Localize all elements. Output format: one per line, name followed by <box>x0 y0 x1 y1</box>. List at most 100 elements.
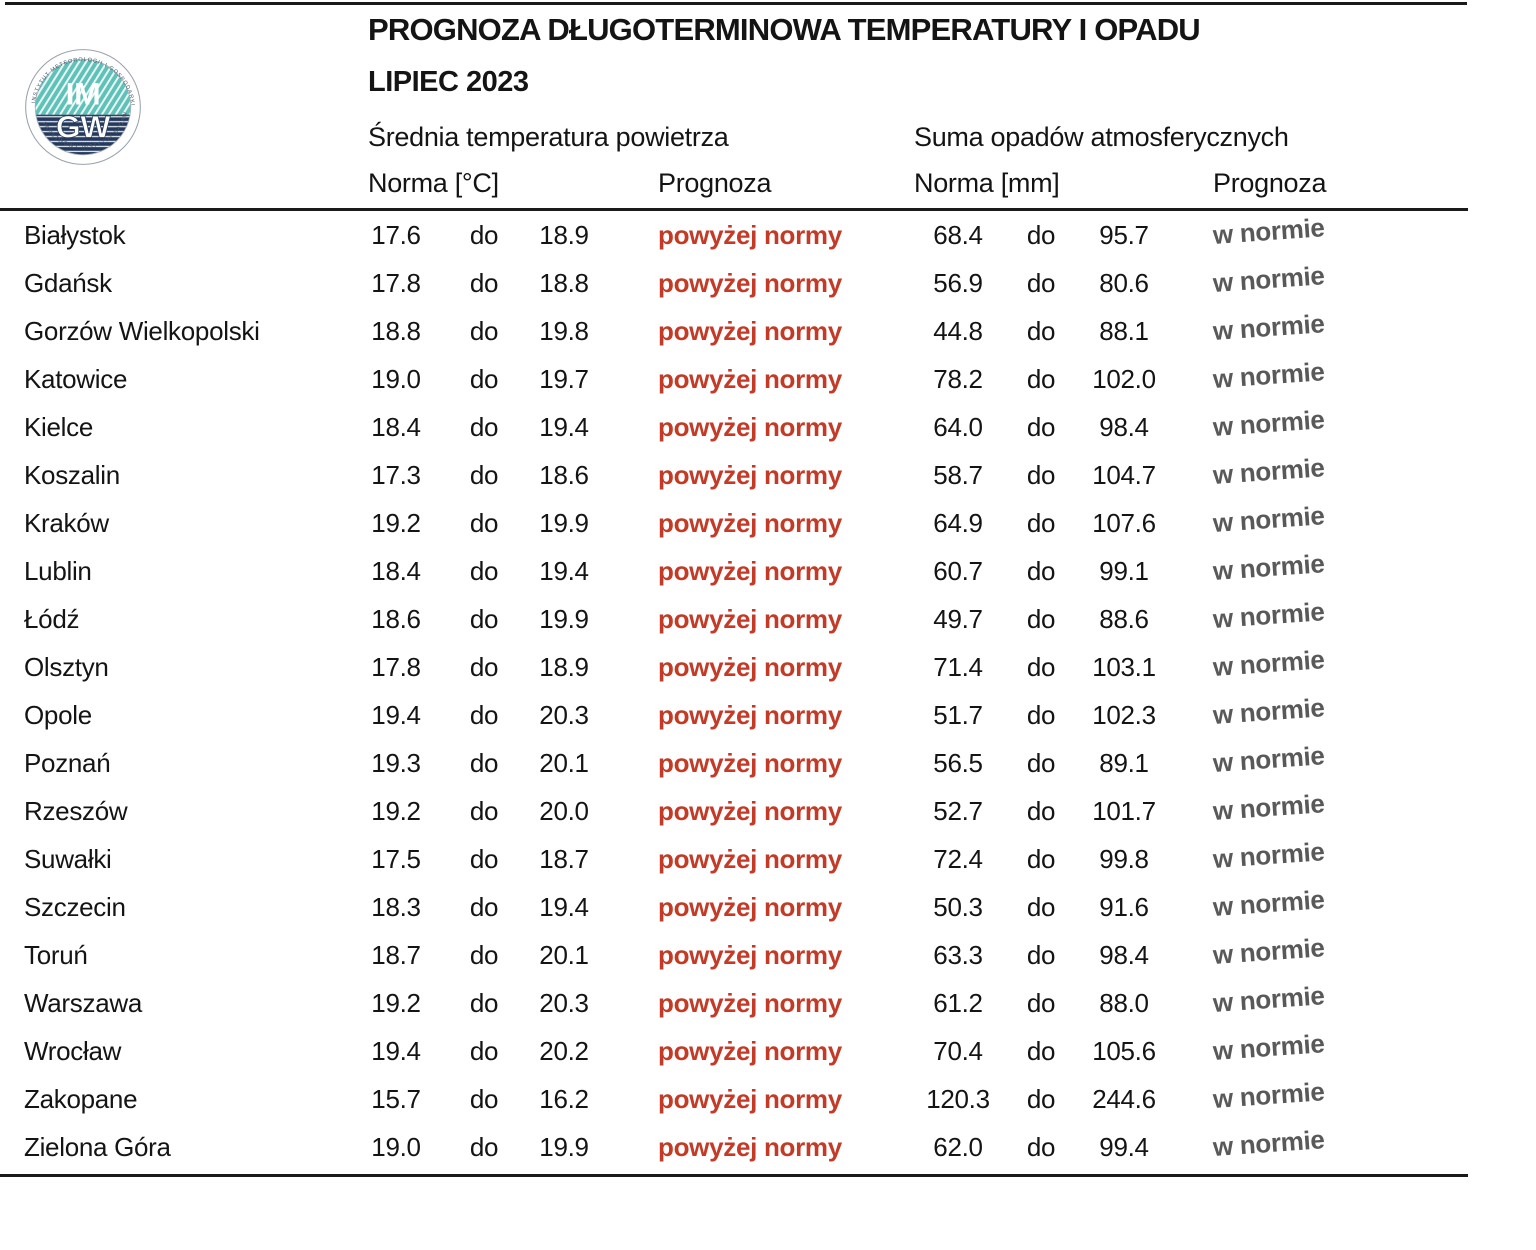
precip-forecast-value: w normie <box>1211 211 1326 250</box>
city-name: Wrocław <box>24 1035 122 1066</box>
precip-forecast-cell: w normie <box>1169 500 1468 539</box>
temp-min-value: 17.3 <box>371 459 421 490</box>
table-row: Opole 19.4 do 20.3 powyżej normy 51.7 do… <box>0 691 1468 739</box>
precip-range-separator: do <box>1026 1035 1056 1066</box>
table-row: Rzeszów 19.2 do 20.0 powyżej normy 52.7 … <box>0 787 1468 835</box>
temp-max-value: 20.2 <box>539 1035 589 1066</box>
temp-group-header: Średnia temperatura powietrza <box>368 122 729 152</box>
precip-range-separator: do <box>1026 459 1056 490</box>
precip-min-value: 70.4 <box>933 1035 983 1066</box>
precip-forecast-value: w normie <box>1211 259 1326 298</box>
precip-forecast-value: w normie <box>1211 787 1326 826</box>
precip-max-value: 244.6 <box>1092 1083 1156 1114</box>
precip-max-value: 89.1 <box>1099 747 1149 778</box>
precip-max-value: 102.3 <box>1092 699 1156 730</box>
precip-forecast-value: w normie <box>1211 739 1326 778</box>
precip-max-value: 95.7 <box>1099 219 1149 250</box>
bottom-border-line <box>0 1174 1468 1177</box>
temp-range-separator: do <box>469 1083 499 1114</box>
table-row: Kielce 18.4 do 19.4 powyżej normy 64.0 d… <box>0 403 1468 451</box>
precip-range-separator: do <box>1026 795 1056 826</box>
temp-min-value: 19.0 <box>371 1131 421 1162</box>
precip-max-value: 88.6 <box>1099 603 1149 634</box>
city-name: Warszawa <box>24 987 142 1018</box>
precip-max-value: 91.6 <box>1099 891 1149 922</box>
city-name: Kraków <box>24 507 109 538</box>
logo-monogram-gw: GW <box>56 109 111 145</box>
city-name: Kielce <box>24 411 94 442</box>
precip-min-value: 52.7 <box>933 795 983 826</box>
precip-forecast-header: Prognoza <box>1213 168 1327 198</box>
table-row: Kraków 19.2 do 19.9 powyżej normy 64.9 d… <box>0 499 1468 547</box>
temp-min-value: 19.0 <box>371 363 421 394</box>
precip-range-separator: do <box>1026 651 1056 682</box>
temp-range-separator: do <box>469 843 499 874</box>
table-row: Poznań 19.3 do 20.1 powyżej normy 56.5 d… <box>0 739 1468 787</box>
precip-min-value: 60.7 <box>933 555 983 586</box>
table-row: Białystok 17.6 do 18.9 powyżej normy 68.… <box>0 211 1468 259</box>
column-group-headers: Średnia temperatura powietrza Suma opadó… <box>0 122 1468 153</box>
temp-range-separator: do <box>469 699 499 730</box>
temp-max-value: 19.4 <box>539 891 589 922</box>
temp-max-value: 19.9 <box>539 507 589 538</box>
precip-forecast-value: w normie <box>1211 643 1326 682</box>
city-name: Zielona Góra <box>24 1131 171 1162</box>
precip-forecast-value: w normie <box>1211 1123 1326 1162</box>
precip-forecast-value: w normie <box>1211 355 1326 394</box>
precip-forecast-value: w normie <box>1211 451 1326 490</box>
temp-forecast-value: powyżej normy <box>658 939 842 970</box>
temp-range-separator: do <box>469 603 499 634</box>
city-name: Opole <box>24 699 92 730</box>
precip-min-value: 78.2 <box>933 363 983 394</box>
precip-min-value: 56.9 <box>933 267 983 298</box>
temp-max-value: 18.9 <box>539 651 589 682</box>
table-row: Łódź 18.6 do 19.9 powyżej normy 49.7 do … <box>0 595 1468 643</box>
precip-forecast-cell: w normie <box>1169 740 1468 779</box>
precip-min-value: 71.4 <box>933 651 983 682</box>
temp-max-value: 18.8 <box>539 267 589 298</box>
temp-max-value: 20.3 <box>539 987 589 1018</box>
precip-min-value: 56.5 <box>933 747 983 778</box>
temp-min-value: 17.8 <box>371 267 421 298</box>
temp-min-value: 17.5 <box>371 843 421 874</box>
precip-forecast-cell: w normie <box>1169 548 1468 587</box>
precip-forecast-cell: w normie <box>1169 212 1468 251</box>
temp-range-separator: do <box>469 315 499 346</box>
precip-forecast-cell: w normie <box>1169 452 1468 491</box>
temp-min-value: 18.3 <box>371 891 421 922</box>
table-row: Lublin 18.4 do 19.4 powyżej normy 60.7 d… <box>0 547 1468 595</box>
temp-min-value: 19.3 <box>371 747 421 778</box>
city-name: Łódź <box>24 603 80 634</box>
precip-range-separator: do <box>1026 1131 1056 1162</box>
precip-min-value: 44.8 <box>933 315 983 346</box>
temp-range-separator: do <box>469 411 499 442</box>
precip-max-value: 99.8 <box>1099 843 1149 874</box>
temp-forecast-value: powyżej normy <box>658 603 842 634</box>
precip-min-value: 120.3 <box>926 1083 990 1114</box>
temp-min-value: 18.6 <box>371 603 421 634</box>
table-row: Szczecin 18.3 do 19.4 powyżej normy 50.3… <box>0 883 1468 931</box>
precip-forecast-value: w normie <box>1211 1027 1326 1066</box>
precip-forecast-cell: w normie <box>1169 692 1468 731</box>
city-name: Suwałki <box>24 843 112 874</box>
column-headers: Norma [°C] Prognoza Norma [mm] Prognoza <box>0 168 1468 199</box>
table-row: Warszawa 19.2 do 20.3 powyżej normy 61.2… <box>0 979 1468 1027</box>
precip-max-value: 99.1 <box>1099 555 1149 586</box>
temp-range-separator: do <box>469 267 499 298</box>
precip-range-separator: do <box>1026 1083 1056 1114</box>
temp-norm-header: Norma [°C] <box>368 168 499 198</box>
precip-forecast-cell: w normie <box>1169 404 1468 443</box>
precip-min-value: 68.4 <box>933 219 983 250</box>
table-row: Wrocław 19.4 do 20.2 powyżej normy 70.4 … <box>0 1027 1468 1075</box>
precip-max-value: 98.4 <box>1099 939 1149 970</box>
precip-forecast-cell: w normie <box>1169 980 1468 1019</box>
precip-max-value: 105.6 <box>1092 1035 1156 1066</box>
precip-range-separator: do <box>1026 363 1056 394</box>
temp-range-separator: do <box>469 795 499 826</box>
temp-forecast-value: powyżej normy <box>658 411 842 442</box>
temp-forecast-value: powyżej normy <box>658 507 842 538</box>
table-row: Toruń 18.7 do 20.1 powyżej normy 63.3 do… <box>0 931 1468 979</box>
temp-forecast-value: powyżej normy <box>658 651 842 682</box>
temp-forecast-value: powyżej normy <box>658 987 842 1018</box>
temp-max-value: 19.9 <box>539 1131 589 1162</box>
